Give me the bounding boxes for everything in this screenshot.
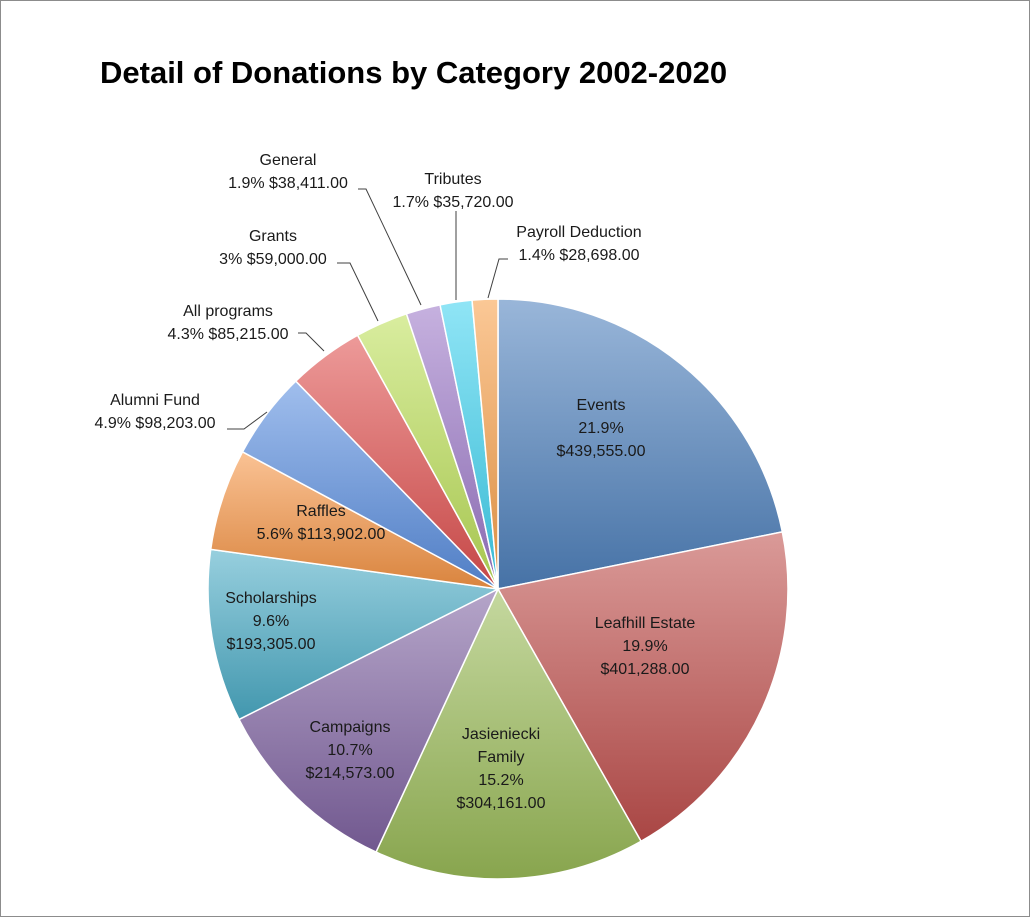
leader-line-general (358, 188, 422, 306)
leader-line-payroll-deduction (487, 258, 508, 299)
leader-line-grants (337, 262, 379, 322)
slice-label-payroll-deduction: Payroll Deduction 1.4% $28,698.00 (516, 224, 641, 264)
slice-label-alumni-fund: Alumni Fund 4.9% $98,203.00 (95, 392, 216, 432)
slice-label-leafhill-estate: Leafhill Estate 19.9% $401,288.00 (595, 615, 696, 678)
slice-label-events: Events 21.9% $439,555.00 (557, 397, 646, 460)
slice-label-grants: Grants 3% $59,000.00 (219, 228, 327, 268)
pie-slice-payroll-deduction (471, 298, 499, 590)
pie-slice-jasieniecki-family (375, 587, 643, 880)
slice-label-general: General 1.9% $38,411.00 (228, 152, 348, 192)
slice-label-all-programs: All programs 4.3% $85,215.00 (168, 303, 289, 343)
slice-label-raffles: Raffles 5.6% $113,902.00 (257, 503, 386, 543)
slice-label-jasieniecki-family: Jasieniecki Family 15.2% $304,161.00 (457, 726, 546, 812)
pie-slice-campaigns (238, 587, 500, 854)
pie-slices (207, 298, 789, 880)
slice-label-campaigns: Campaigns 10.7% $214,573.00 (306, 719, 395, 782)
slice-labels: Events 21.9% $439,555.00 Leafhill Estate 19.… (95, 152, 696, 812)
pie-slice-events (497, 298, 784, 590)
pie-slice-scholarships (207, 548, 501, 721)
leader-lines (227, 188, 508, 430)
leader-line-all-programs (298, 332, 325, 352)
slice-label-tributes: Tributes 1.7% $35,720.00 (393, 171, 514, 211)
slice-label-scholarships: Scholarships 9.6% $193,305.00 (225, 590, 317, 653)
leader-line-alumni-fund (227, 411, 268, 430)
pie-slice-leafhill-estate (496, 531, 789, 843)
chart-title: Detail of Donations by Category 2002-202… (100, 55, 728, 90)
